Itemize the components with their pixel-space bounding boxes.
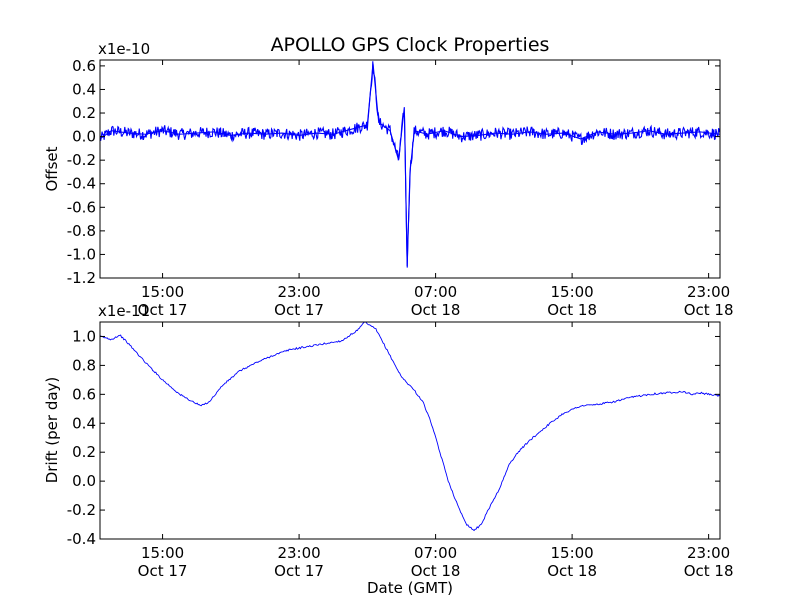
offset-xtick-time: 23:00 — [277, 283, 320, 301]
drift-series-line — [99, 321, 721, 532]
drift-plot-frame — [99, 321, 721, 540]
drift-xtick-date: Oct 18 — [411, 562, 461, 580]
drift-xtick-time: 23:00 — [687, 544, 730, 562]
offset-xtick-time: 15:00 — [550, 283, 593, 301]
drift-xtick-date: Oct 18 — [684, 562, 734, 580]
offset-ytick-label: 0.0 — [72, 128, 96, 146]
offset-ytick-label: 0.4 — [72, 80, 96, 98]
offset-ytick-label: -0.6 — [67, 198, 96, 216]
drift-xtick-date: Oct 17 — [274, 562, 324, 580]
offset-y-axis-label: Offset — [43, 146, 61, 191]
drift-xtick-date: Oct 18 — [547, 562, 597, 580]
offset-xtick-date: Oct 18 — [547, 301, 597, 319]
offset-xtick-time: 15:00 — [141, 283, 184, 301]
drift-xtick-time: 23:00 — [277, 544, 320, 562]
offset-series-line — [99, 61, 721, 268]
offset-plot-frame — [99, 59, 721, 279]
offset-ytick-label: -1.0 — [67, 245, 96, 263]
drift-ytick-label: 0.0 — [72, 472, 96, 490]
drift-xtick-time: 07:00 — [414, 544, 457, 562]
offset-panel: 0.6 0.4 0.2 0.0 -0.2 -0.4 -0.6 -0.8 -1.0 -1.2 15:0… — [43, 40, 734, 319]
drift-ytick-label: 0.8 — [72, 356, 96, 374]
offset-ytick-label: -0.4 — [67, 175, 96, 193]
drift-ytick-label: -0.4 — [67, 530, 96, 548]
offset-xtick-date: Oct 18 — [684, 301, 734, 319]
offset-xtick-date: Oct 18 — [411, 301, 461, 319]
drift-ytick-label: 0.4 — [72, 414, 96, 432]
drift-ytick-label: 0.2 — [72, 443, 96, 461]
drift-xtick-time: 15:00 — [141, 544, 184, 562]
offset-ytick-label: -0.2 — [67, 151, 96, 169]
offset-ytick-label: 0.6 — [72, 57, 96, 75]
figure-title: APOLLO GPS Clock Properties — [271, 34, 550, 56]
drift-xtick-date: Oct 17 — [138, 562, 188, 580]
offset-xtick-date: Oct 17 — [138, 301, 188, 319]
offset-series-peaks — [99, 63, 721, 267]
offset-xtick-time: 07:00 — [414, 283, 457, 301]
offset-ytick-label: -1.2 — [67, 269, 96, 287]
drift-x-axis-label: Date (GMT) — [367, 579, 453, 597]
offset-ytick-label: 0.2 — [72, 104, 96, 122]
drift-xtick-time: 15:00 — [550, 544, 593, 562]
offset-xtick-time: 23:00 — [687, 283, 730, 301]
drift-ytick-label: 1.0 — [72, 327, 96, 345]
drift-y-axis-label: Drift (per day) — [43, 377, 61, 484]
drift-ytick-label: 0.6 — [72, 385, 96, 403]
drift-ytick-label: -0.2 — [67, 501, 96, 519]
offset-scale-note: x1e-10 — [98, 40, 150, 58]
drift-scale-note: x1e-11 — [98, 302, 150, 320]
offset-xtick-date: Oct 17 — [274, 301, 324, 319]
offset-ytick-label: -0.8 — [67, 222, 96, 240]
